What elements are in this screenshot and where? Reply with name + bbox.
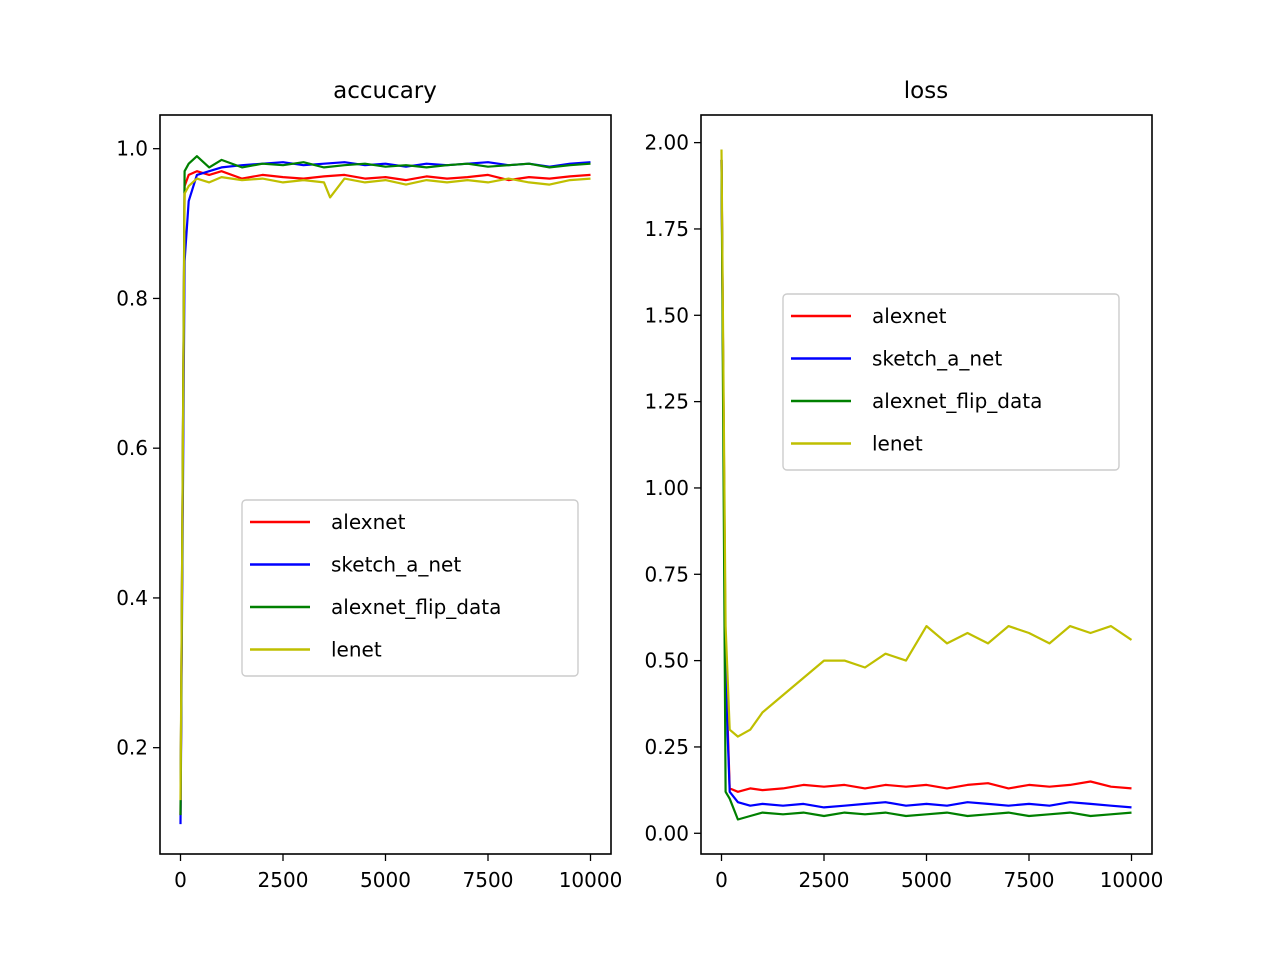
loss-series-alexnet-flip-data-line	[720, 159, 1132, 821]
accuracy-y-tick-label: 0.4	[116, 586, 148, 610]
loss-legend-label-sketch-a-net: sketch_a_net	[872, 347, 1002, 371]
loss-series-sketch-a-net-line	[720, 159, 1132, 809]
loss-y-tick-label: 1.00	[644, 476, 689, 500]
loss-y-tick-label: 2.00	[644, 131, 689, 155]
accuracy-y-tick-label: 0.8	[116, 286, 148, 310]
loss-subplot: loss 0 2500 5000 7500 10000 0.00 0.25 0.50 0.75…	[644, 78, 1163, 892]
loss-y-tick-label: 0.00	[644, 821, 689, 845]
loss-x-axis: 0 2500 5000 7500 10000	[715, 854, 1163, 892]
loss-y-tick-label: 0.50	[644, 649, 689, 673]
accuracy-x-tick-label: 7500	[463, 868, 514, 892]
loss-legend: alexnet sketch_a_net alexnet_flip_datalene…	[782, 293, 1120, 471]
accuracy-x-tick-label: 5000	[360, 868, 411, 892]
loss-y-tick-label: 0.75	[644, 562, 689, 586]
loss-x-tick-label: 0	[715, 868, 728, 892]
accuracy-legend: alexnet sketch_a_net alexnet_flip_datalene…	[241, 499, 579, 677]
loss-legend-label-alexnet: alexnet	[872, 304, 947, 328]
accuracy-y-axis: 0.2 0.4 0.6 0.8 1.0	[116, 137, 160, 760]
accuracy-legend-label-lenet: lenet	[331, 638, 382, 662]
accuracy-subplot: accucary 0 2500 5000 7500 10000 0.2 0.4 0.6 0.8…	[116, 78, 622, 892]
loss-x-tick-label: 7500	[1004, 868, 1055, 892]
accuracy-y-tick-label: 0.2	[116, 736, 148, 760]
loss-series-alexnet-line	[720, 159, 1132, 793]
loss-y-tick-label: 1.25	[644, 390, 689, 414]
accuracy-series-alexnet-flip-data-line	[179, 155, 591, 816]
accuracy-x-tick-label: 0	[174, 868, 187, 892]
accuracy-x-tick-label: 10000	[559, 868, 623, 892]
accuracy-y-tick-label: 0.6	[116, 436, 148, 460]
loss-legend-box	[782, 293, 1120, 471]
loss-title: loss	[904, 78, 948, 104]
loss-series-lenet-line	[720, 149, 1133, 738]
accuracy-legend-box	[241, 499, 579, 677]
loss-y-tick-label: 1.50	[644, 303, 689, 327]
accuracy-y-tick-label: 1.0	[116, 137, 148, 161]
loss-y-tick-label: 1.75	[644, 217, 689, 241]
accuracy-series-lenet-line	[179, 176, 591, 801]
loss-x-tick-label: 5000	[901, 868, 952, 892]
accuracy-title: accucary	[333, 78, 437, 104]
accuracy-x-tick-label: 2500	[258, 868, 309, 892]
loss-legend-label-lenet: lenet	[872, 432, 923, 456]
loss-legend-label-alexnet-flip-data: alexnet_flip_data	[872, 389, 1042, 413]
accuracy-legend-label-alexnet: alexnet	[331, 510, 406, 534]
accuracy-legend-label-sketch-a-net: sketch_a_net	[331, 553, 461, 577]
loss-y-axis: 0.00 0.25 0.50 0.75 1.00 1.25 1.50 1.75 2.00	[644, 131, 701, 845]
accuracy-legend-label-alexnet-flip-data: alexnet_flip_data	[331, 595, 501, 619]
loss-y-tick-label: 0.25	[644, 735, 689, 759]
loss-x-tick-label: 10000	[1100, 868, 1164, 892]
accuracy-x-axis: 0 2500 5000 7500 10000	[174, 854, 622, 892]
loss-x-tick-label: 2500	[799, 868, 850, 892]
